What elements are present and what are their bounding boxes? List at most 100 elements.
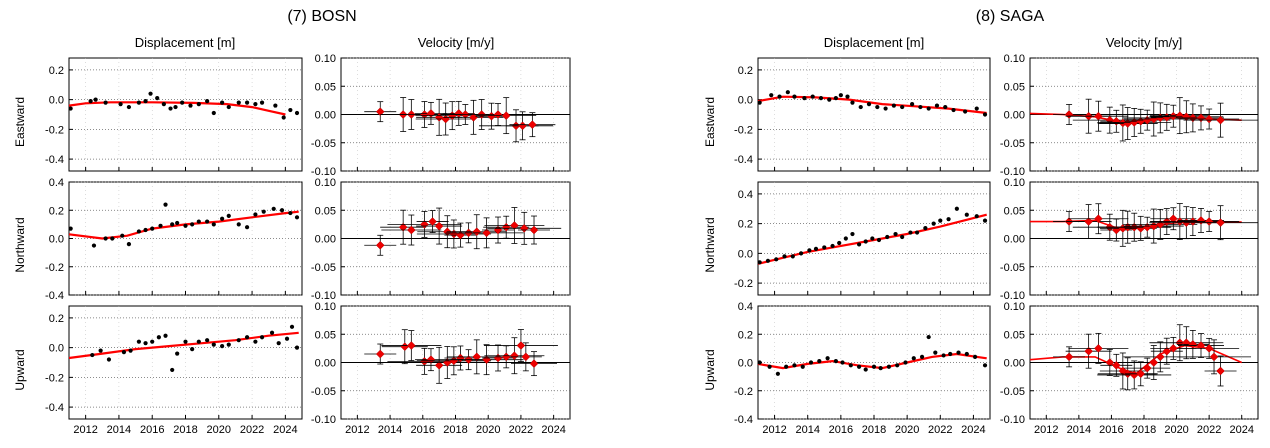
data-point [211, 222, 216, 227]
data-point [103, 100, 108, 105]
y-tick-label: -0.05 [311, 138, 336, 150]
data-point [261, 209, 266, 214]
data-point [886, 364, 892, 369]
x-tick-label: 2020 [476, 424, 500, 436]
data-point [196, 339, 201, 344]
data-point [196, 101, 201, 107]
velocity-panel-bosn-eastward: 0.10 0.05 0.00 -0.05 -0.10 [311, 53, 571, 178]
velocity-estimate [1168, 111, 1178, 121]
y-tick-label: -0.2 [734, 124, 753, 136]
data-point [183, 223, 188, 228]
x-tick-label: 2012 [345, 424, 369, 436]
data-point [273, 103, 278, 108]
data-point [946, 217, 951, 222]
data-point [863, 367, 868, 372]
y-tick-label: 0.0 [738, 248, 753, 260]
data-point [253, 212, 258, 217]
y-tick-label: 0.05 [315, 205, 336, 217]
data-point [226, 213, 231, 218]
y-tick-label: -0.2 [45, 262, 64, 274]
row-label-northward-saga: Northward [703, 217, 717, 272]
data-point [220, 216, 225, 221]
data-point [294, 110, 300, 116]
data-point [259, 100, 265, 105]
x-tick-label: 2022 [509, 424, 533, 436]
data-point [848, 363, 853, 368]
x-tick-label: 2014 [378, 424, 402, 436]
y-tick-label: 0.10 [1004, 301, 1025, 313]
data-point [808, 360, 814, 365]
data-point [211, 342, 216, 347]
data-point [775, 371, 780, 376]
displacement-panel-saga-northward: 0.4 0.2 0.0 -0.2 [734, 181, 991, 296]
data-point [858, 104, 863, 110]
data-point [840, 360, 845, 365]
velocity-estimate [375, 240, 385, 250]
data-point [148, 91, 153, 96]
velocity-estimate [1216, 366, 1225, 376]
velocity-estimate [1084, 346, 1093, 356]
data-point [284, 336, 290, 341]
model-curve [757, 213, 987, 265]
y-tick-label: -0.05 [311, 262, 336, 274]
data-point [963, 109, 968, 114]
y-tick-label: 0.2 [738, 65, 753, 77]
data-point [150, 339, 155, 344]
data-point [982, 363, 988, 368]
data-point [196, 219, 201, 224]
data-point [253, 101, 258, 107]
data-point [777, 94, 782, 99]
velocity-estimate [510, 221, 519, 230]
data-point [943, 104, 948, 110]
velocity-estimate [529, 359, 539, 368]
displacement-panel-bosn-eastward: 0.2 0.0 -0.2 -0.4 [45, 57, 303, 172]
data-point [244, 225, 250, 230]
data-point [895, 363, 900, 368]
x-tick-label: 2014 [107, 424, 131, 436]
velocity-estimate [1216, 115, 1225, 125]
y-tick-label: 0.00 [1004, 358, 1025, 370]
y-tick-label: 0.05 [1004, 329, 1025, 341]
data-point [90, 352, 95, 358]
data-point [757, 100, 762, 105]
y-tick-label: -0.4 [45, 290, 64, 302]
row-label-upward-saga: Upward [703, 349, 717, 390]
data-point [136, 229, 141, 234]
data-point [893, 231, 898, 237]
velocity-panel-bosn-upward: 0.10 0.05 0.00 -0.05 -0.10 2012 2014 2016 2018 20… [311, 301, 571, 436]
data-point [281, 115, 286, 120]
data-point [226, 342, 231, 347]
x-tick-label: 2012 [73, 424, 97, 436]
data-point [807, 248, 812, 253]
velocity-estimate [1149, 358, 1159, 367]
data-point [143, 99, 148, 104]
data-point [155, 96, 160, 101]
data-point [982, 218, 988, 223]
x-tick-label: 2018 [1132, 424, 1156, 436]
data-point [900, 104, 905, 110]
data-point [163, 202, 168, 207]
velocity-estimate [426, 355, 436, 365]
displacement-panel-saga-upward: 0.4 0.2 0.0 -0.2 -0.4 2012 2014 2016 2018 2020 202… [734, 301, 991, 436]
data-point [98, 348, 103, 353]
y-tick-label: -0.05 [1000, 262, 1025, 274]
y-tick-label: 0.00 [315, 234, 336, 246]
data-point [941, 353, 946, 358]
data-point [878, 366, 883, 371]
data-point [143, 227, 148, 233]
y-tick-label: -0.10 [311, 166, 336, 178]
data-point [276, 341, 281, 346]
velocity-estimate [1209, 352, 1219, 362]
y-tick-label: -0.2 [45, 372, 64, 384]
velocity-estimate [1162, 346, 1172, 356]
y-tick-label: -0.2 [734, 386, 753, 398]
row-label-upward-bosn: Upward [13, 349, 27, 390]
data-point [128, 348, 133, 353]
y-tick-label: -0.2 [45, 124, 64, 136]
x-tick-label: 2014 [1067, 424, 1091, 436]
data-point [211, 110, 216, 116]
data-point [136, 100, 141, 105]
data-point [244, 335, 250, 340]
data-point [914, 230, 920, 235]
